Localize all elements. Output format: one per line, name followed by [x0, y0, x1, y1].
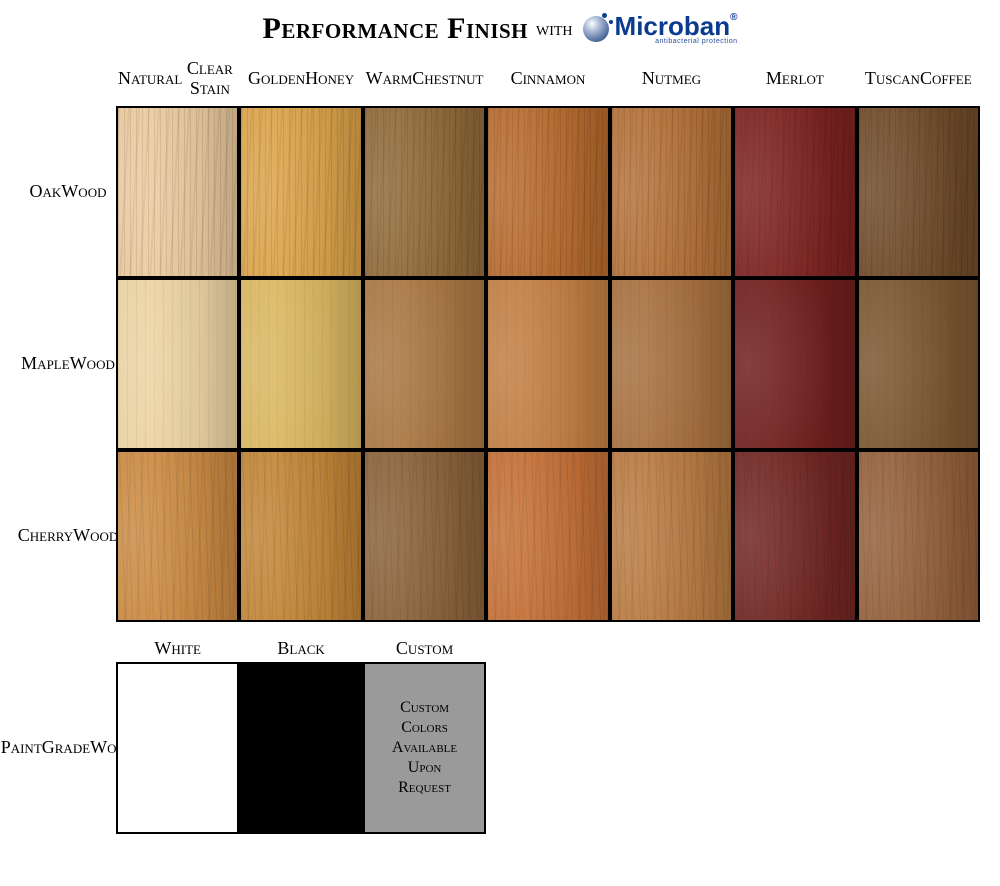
brand-name: Microban®: [615, 11, 738, 41]
page-title: Performance Finish: [263, 12, 529, 46]
wood-swatch: [363, 106, 486, 278]
wood-swatch: [857, 450, 980, 622]
wood-row-header: MapleWood: [20, 278, 116, 450]
brand-reg: ®: [730, 12, 737, 23]
wood-swatch: [116, 106, 239, 278]
paint-row-header: PaintGradeWood: [20, 662, 116, 834]
paint-swatch: Custom Colors Available Upon Request: [363, 662, 486, 834]
wood-swatch: [116, 278, 239, 450]
paint-swatch: [116, 662, 239, 834]
wood-swatch: [363, 278, 486, 450]
empty-cell: [610, 622, 733, 662]
wood-swatch: [857, 106, 980, 278]
wood-swatch: [733, 450, 856, 622]
wood-swatch: [239, 450, 362, 622]
wood-swatch: [857, 278, 980, 450]
wood-swatch: [610, 278, 733, 450]
finish-col-header: Merlot: [733, 52, 856, 106]
brand-text-wrap: Microban® antibacterial protection: [615, 13, 738, 45]
wood-swatch: [610, 106, 733, 278]
wood-swatch: [610, 450, 733, 622]
empty-cell: [486, 662, 609, 834]
empty-cell: [857, 662, 980, 834]
wood-swatch: [239, 106, 362, 278]
paint-corner: [20, 622, 116, 662]
title-with: with: [536, 18, 573, 41]
microban-orb-icon: [583, 16, 609, 42]
wood-row-header: CherryWood: [20, 450, 116, 622]
wood-swatch: [733, 278, 856, 450]
empty-cell: [733, 622, 856, 662]
empty-cell: [610, 662, 733, 834]
swatch-grid: NaturalClear StainGoldenHoneyWarmChestnu…: [20, 52, 980, 834]
finish-chart-page: Performance Finish with Microban® antiba…: [0, 0, 1000, 886]
empty-cell: [857, 622, 980, 662]
wood-swatch: [733, 106, 856, 278]
finish-col-header: WarmChestnut: [363, 52, 486, 106]
finish-col-header: TuscanCoffee: [857, 52, 980, 106]
wood-row-header: OakWood: [20, 106, 116, 278]
brand-name-text: Microban: [615, 11, 731, 41]
grid-corner: [20, 52, 116, 106]
wood-swatch: [116, 450, 239, 622]
title-row: Performance Finish with Microban® antiba…: [0, 12, 1000, 46]
brand-logo: Microban® antibacterial protection: [583, 13, 738, 45]
finish-col-header: GoldenHoney: [239, 52, 362, 106]
wood-swatch: [486, 106, 609, 278]
empty-cell: [733, 662, 856, 834]
wood-swatch: [486, 278, 609, 450]
empty-cell: [486, 622, 609, 662]
finish-col-header: Nutmeg: [610, 52, 733, 106]
wood-swatch: [486, 450, 609, 622]
paint-swatch: [239, 662, 362, 834]
custom-swatch-text: Custom Colors Available Upon Request: [365, 664, 484, 832]
wood-swatch: [239, 278, 362, 450]
wood-swatch: [363, 450, 486, 622]
finish-col-header: Cinnamon: [486, 52, 609, 106]
finish-col-header: NaturalClear Stain: [116, 52, 239, 106]
